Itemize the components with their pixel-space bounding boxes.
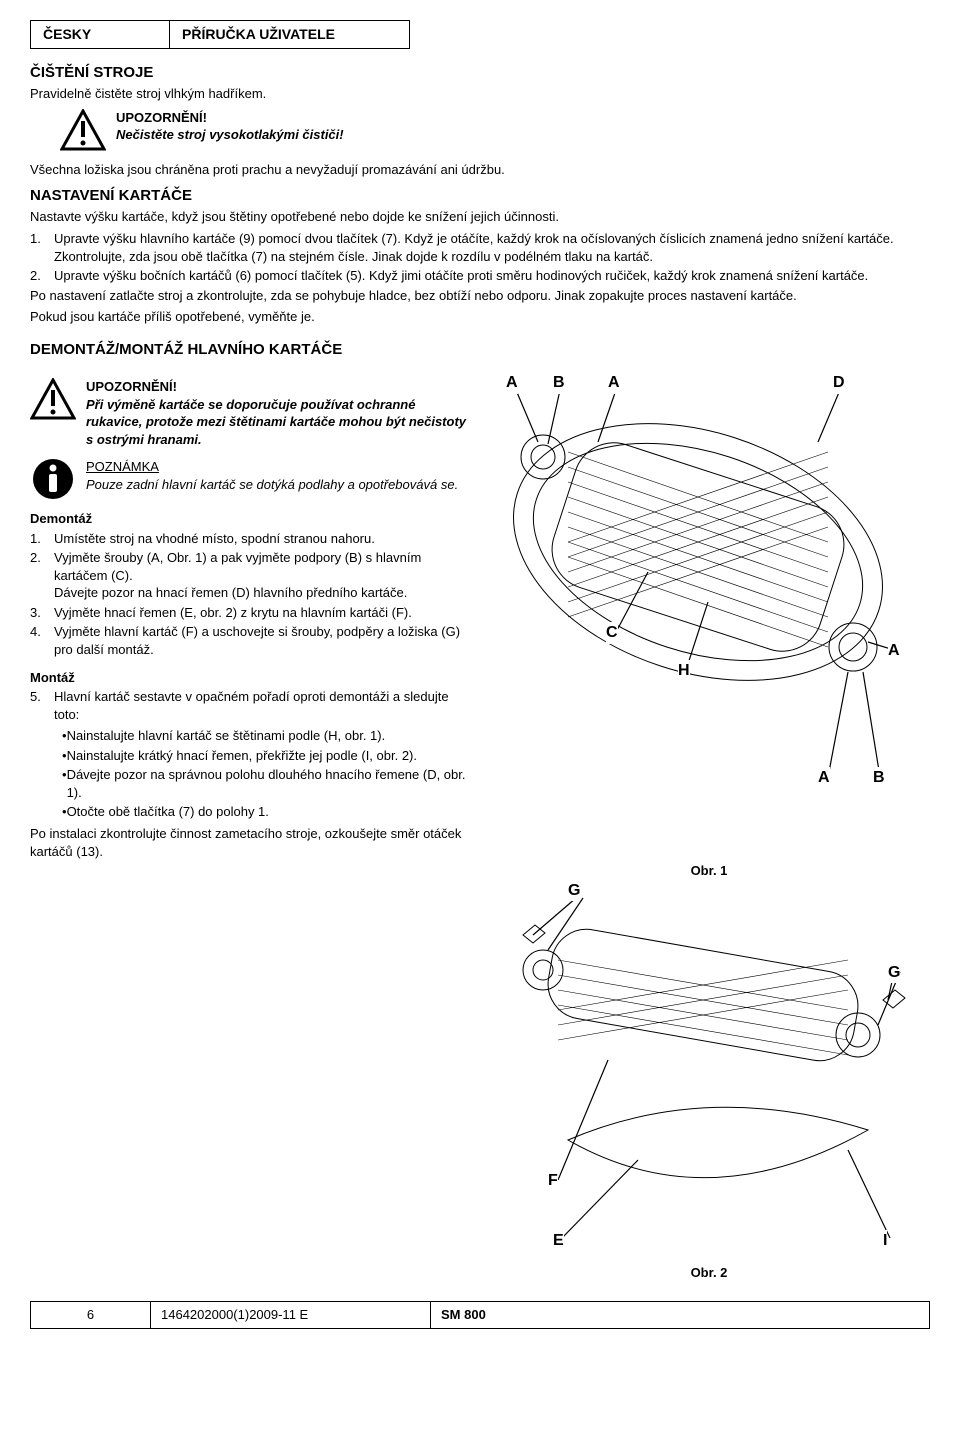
fig1-A2: A	[608, 372, 620, 394]
warn-text-2: Při výměně kartáče se doporučuje používa…	[86, 396, 470, 449]
demont-title: Demontáž	[30, 510, 470, 528]
warning-icon	[60, 109, 106, 151]
demont-list: 1.Umístěte stroj na vhodné místo, spodní…	[30, 530, 470, 659]
settings-li1: Upravte výšku hlavního kartáče (9) pomoc…	[54, 231, 894, 246]
warning-row-2: UPOZORNĚNÍ! Při výměně kartáče se doporu…	[30, 378, 470, 448]
settings-intro: Nastavte výšku kartáče, když jsou štětin…	[30, 208, 930, 226]
section-cleaning-title: ČIŠTĚNÍ STROJE	[30, 63, 930, 83]
header-bar: ČESKY PŘÍRUČKA UŽIVATELE	[30, 20, 930, 49]
fig2-I: I	[883, 1230, 887, 1252]
fig1-D: D	[833, 372, 845, 394]
figure-1: A B A D C H A A B	[488, 372, 930, 852]
demont-li2b: Dávejte pozor na hnací řemen (D) hlavníh…	[54, 585, 407, 600]
mont-b4: Otočte obě tlačítka (7) do polohy 1.	[62, 803, 470, 821]
mont-b1: Nainstalujte hlavní kartáč se štětinami …	[62, 727, 470, 745]
section-mount-title: DEMONTÁŽ/MONTÁŽ HLAVNÍHO KARTÁČE	[30, 340, 930, 360]
fig1-B: B	[553, 372, 565, 394]
mont-list: 5. Hlavní kartáč sestavte v opačném pořa…	[30, 688, 470, 823]
demont-li4: Vyjměte hlavní kartáč (F) a uschovejte s…	[54, 623, 470, 658]
note-text: Pouze zadní hlavní kartáč se dotýká podl…	[86, 476, 470, 494]
warn-text-1: Nečistěte stroj vysokotlakými čističi!	[116, 126, 930, 144]
warning-icon	[30, 378, 76, 420]
note-label: POZNÁMKA	[86, 458, 470, 476]
demont-li2a: Vyjměte šrouby (A, Obr. 1) a pak vyjměte…	[54, 550, 421, 583]
figure-2: G G F E I	[488, 880, 930, 1260]
fig2-E: E	[553, 1230, 564, 1252]
demont-li3: Vyjměte hnací řemen (E, obr. 2) z krytu …	[54, 604, 470, 622]
fig1-A3: A	[888, 640, 900, 662]
fig2-G2: G	[888, 962, 900, 984]
settings-list: 1.Upravte výšku hlavního kartáče (9) pom…	[30, 230, 930, 285]
mont-after: Po instalaci zkontrolujte činnost zameta…	[30, 825, 470, 860]
fig1-H: H	[678, 660, 690, 682]
mont-li5a: Hlavní kartáč sestavte v opačném pořadí …	[54, 689, 449, 722]
info-icon	[30, 458, 76, 500]
fig1-C: C	[606, 622, 618, 644]
mont-b3: Dávejte pozor na správnou polohu dlouhéh…	[62, 766, 470, 801]
left-column: UPOZORNĚNÍ! Při výměně kartáče se doporu…	[30, 372, 470, 1281]
lang-box: ČESKY	[30, 20, 170, 49]
fig2-F: F	[548, 1170, 558, 1192]
manual-title-box: PŘÍRUČKA UŽIVATELE	[170, 20, 410, 49]
demont-li1: Umístěte stroj na vhodné místo, spodní s…	[54, 530, 470, 548]
fig2-caption: Obr. 2	[488, 1264, 930, 1282]
footer-docnum: 1464202000(1)2009-11 E	[151, 1302, 431, 1328]
mont-b2: Nainstalujte krátký hnací řemen, překřiž…	[62, 747, 470, 765]
settings-li1b: Zkontrolujte, zda jsou obě tlačítka (7) …	[54, 249, 653, 264]
fig1-A4: A	[818, 767, 830, 789]
fig1-B2: B	[873, 767, 885, 789]
section-settings-title: NASTAVENÍ KARTÁČE	[30, 186, 930, 206]
fig1-A: A	[506, 372, 518, 394]
footer-model: SM 800	[431, 1302, 551, 1328]
warn-label-1: UPOZORNĚNÍ!	[116, 109, 930, 127]
footer-bar: 6 1464202000(1)2009-11 E SM 800	[30, 1301, 930, 1329]
fig2-G1: G	[568, 880, 580, 902]
right-column: A B A D C H A A B Obr. 1	[488, 372, 930, 1281]
warn-label-2: UPOZORNĚNÍ!	[86, 378, 470, 396]
after-warn-1: Všechna ložiska jsou chráněna proti prac…	[30, 161, 930, 179]
mont-title: Montáž	[30, 669, 470, 687]
settings-li2: Upravte výšku bočních kartáčů (6) pomocí…	[54, 267, 930, 285]
footer-page: 6	[31, 1302, 151, 1328]
cleaning-intro: Pravidelně čistěte stroj vlhkým hadříkem…	[30, 85, 930, 103]
settings-after: Po nastavení zatlačte stroj a zkontroluj…	[30, 287, 930, 305]
warning-row-1: UPOZORNĚNÍ! Nečistěte stroj vysokotlakým…	[60, 109, 930, 151]
settings-after2: Pokud jsou kartáče příliš opotřebené, vy…	[30, 308, 930, 326]
note-row: POZNÁMKA Pouze zadní hlavní kartáč se do…	[30, 458, 470, 500]
fig1-caption: Obr. 1	[488, 862, 930, 880]
